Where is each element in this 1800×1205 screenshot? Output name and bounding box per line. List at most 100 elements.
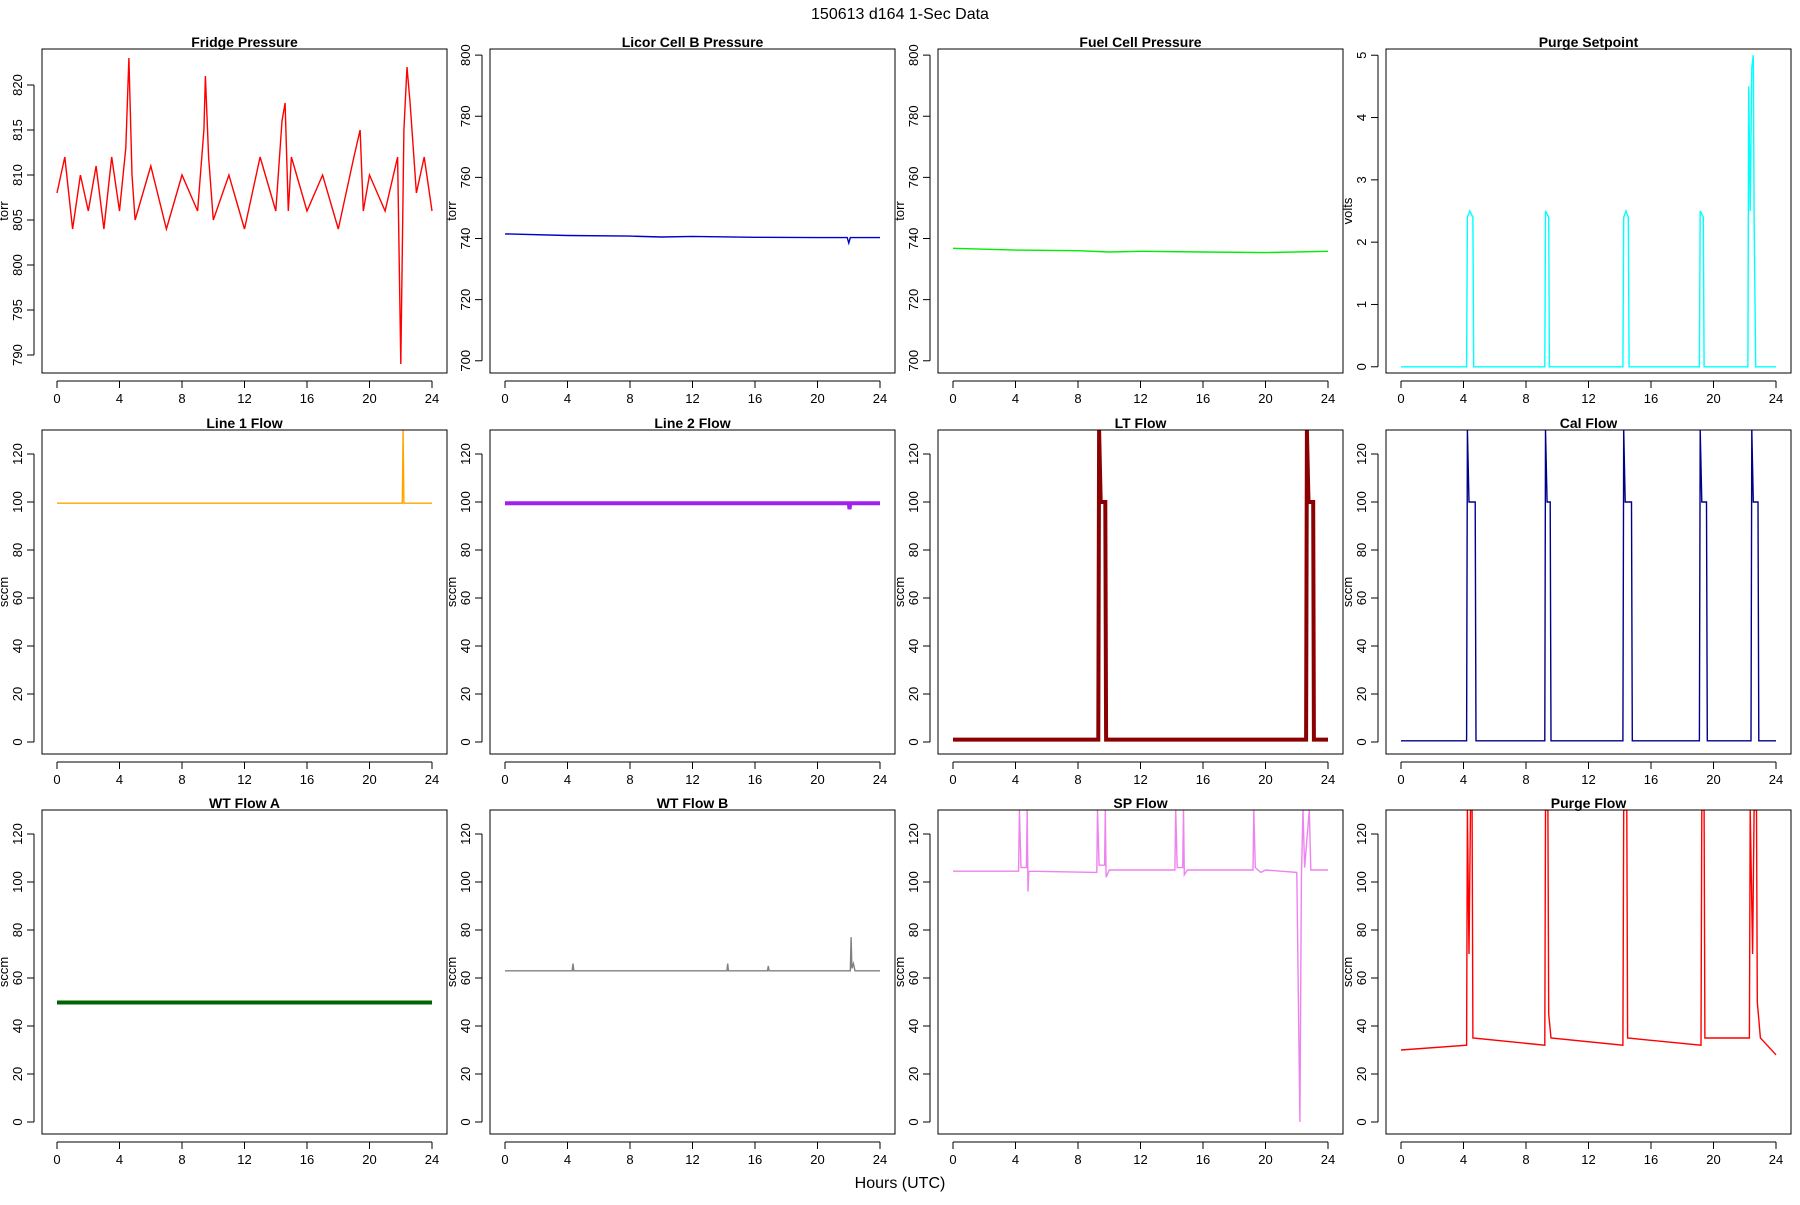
panel-9-y-axis-label: sccm [0,957,11,987]
panel-12-y-tick-label: 20 [1354,1067,1369,1081]
panel-9-title: WT Flow A [209,795,280,811]
panel-6-series-line [505,501,880,510]
panel-3-x-tick-label: 0 [949,391,956,406]
panel-8-y-tick-label: 0 [1354,738,1369,745]
panel-3-y-tick-label: 800 [906,44,921,66]
panel-5-y-tick-label: 60 [10,591,25,605]
panel-11-y-tick-label: 40 [906,1019,921,1033]
panel-6: Line 2 Flow 0 4 8 12 16 20 24 0 20 40 60 80 100 120 scc… [444,415,896,787]
panel-12-x-tick-label: 4 [1460,1152,1467,1167]
panel-12-x-tick-label: 16 [1644,1152,1658,1167]
panel-5-y-tick-label: 100 [10,491,25,513]
panel-8-y-tick-label: 120 [1354,443,1369,465]
panel-8-x-tick-label: 20 [1706,772,1720,787]
panel-12-x-tick-label: 24 [1769,1152,1783,1167]
panel-4-y-tick-label: 0 [1354,363,1369,370]
panel-9-x-tick-label: 0 [53,1152,60,1167]
panel-12: Purge Flow 0 4 8 12 16 20 24 0 20 40 60 80 100 120 sccm [1340,795,1792,1167]
panel-7-y-tick-label: 0 [906,738,921,745]
panel-4-x-tick-label: 16 [1644,391,1658,406]
panel-10-y-tick-label: 100 [458,871,473,893]
panel-4-x-tick-label: 4 [1460,391,1467,406]
panel-3-title: Fuel Cell Pressure [1079,34,1201,50]
panel-10-x-tick-label: 12 [685,1152,699,1167]
panel-1-y-tick-label: 805 [10,209,25,231]
panel-8-series-line [1401,430,1776,742]
panel-5-y-tick-label: 0 [10,738,25,745]
panel-11-x-tick-label: 0 [949,1152,956,1167]
panel-5: Line 1 Flow 0 4 8 12 16 20 24 0 20 40 60 80 100 120 scc… [0,415,448,787]
panel-1-x-tick-label: 4 [116,391,123,406]
panel-8-x-tick-label: 4 [1460,772,1467,787]
panel-10-y-tick-label: 0 [458,1118,473,1125]
panel-10-frame [489,809,896,1135]
panel-10-x-tick-label: 16 [748,1152,762,1167]
panel-2-y-tick-label: 760 [458,167,473,189]
panel-11-title: SP Flow [1113,795,1167,811]
panel-5-x-tick-label: 16 [300,772,314,787]
panel-4-y-tick-label: 2 [1354,239,1369,246]
panel-4-y-tick-label: 5 [1354,52,1369,59]
panel-3-y-axis-label: torr [892,201,907,221]
panel-8: Cal Flow 0 4 8 12 16 20 24 0 20 40 60 80 100 120 sccm [1340,415,1792,787]
panel-2-title: Licor Cell B Pressure [622,34,764,50]
panel-3-y-tick-label: 720 [906,289,921,311]
panel-12-series-line [1400,810,1777,1056]
panel-3-x-tick-label: 8 [1074,391,1081,406]
panel-4-series-line [1401,55,1776,368]
panel-6-y-tick-label: 120 [458,443,473,465]
panel-3-frame [937,48,1344,374]
panel-11: SP Flow 0 4 8 12 16 20 24 0 20 40 60 80 100 120 sccm [892,795,1344,1167]
panel-1-x-tick-label: 16 [300,391,314,406]
figure-title: 150613 d164 1-Sec Data [811,6,989,23]
panel-11-y-tick-label: 0 [906,1118,921,1125]
panel-6-y-tick-label: 0 [458,738,473,745]
panel-11-frame [937,809,1344,1135]
panel-1-y-tick-label: 820 [10,74,25,96]
panel-1-y-tick-label: 800 [10,254,25,276]
panel-3-x-tick-label: 4 [1012,391,1019,406]
panel-9-y-tick-label: 40 [10,1019,25,1033]
panel-3-x-tick-label: 16 [1196,391,1210,406]
panel-5-x-tick-label: 20 [362,772,376,787]
panel-11-series-line [953,810,1328,1123]
panel-12-y-axis-label: sccm [1340,957,1355,987]
panel-6-y-tick-label: 20 [458,687,473,701]
panel-1-y-tick-label: 815 [10,119,25,141]
panel-7-y-tick-label: 60 [906,591,921,605]
panel-8-y-tick-label: 60 [1354,591,1369,605]
panel-7-y-tick-label: 120 [906,443,921,465]
panel-6-x-tick-label: 24 [873,772,887,787]
panel-7-y-tick-label: 20 [906,687,921,701]
panel-11-x-tick-label: 24 [1321,1152,1335,1167]
panel-8-y-tick-label: 100 [1354,491,1369,513]
panel-4-x-tick-label: 8 [1522,391,1529,406]
panel-7-y-tick-label: 40 [906,639,921,653]
panel-12-y-tick-label: 120 [1354,823,1369,845]
panel-1-x-tick-label: 12 [237,391,251,406]
panel-9-x-tick-label: 16 [300,1152,314,1167]
panel-12-x-tick-label: 20 [1706,1152,1720,1167]
panel-5-x-tick-label: 0 [53,772,60,787]
panel-6-y-tick-label: 100 [458,491,473,513]
panel-9-x-tick-label: 4 [116,1152,123,1167]
panel-12-frame [1385,809,1792,1135]
panel-3-x-tick-label: 12 [1133,391,1147,406]
panel-2-y-tick-label: 700 [458,350,473,372]
panel-11-y-tick-label: 20 [906,1067,921,1081]
panel-9-x-tick-label: 20 [362,1152,376,1167]
panel-4-y-tick-label: 3 [1354,176,1369,183]
panel-5-y-tick-label: 80 [10,543,25,557]
panel-5-x-tick-label: 12 [237,772,251,787]
panel-6-x-tick-label: 12 [685,772,699,787]
panel-5-series-line [57,430,432,504]
panel-12-x-tick-label: 0 [1397,1152,1404,1167]
panel-4-y-axis-label: volts [1340,197,1355,224]
panel-2-y-tick-label: 740 [458,228,473,250]
panel-7-y-axis-label: sccm [892,577,907,607]
panel-9-frame [41,809,448,1135]
panel-7-x-tick-label: 20 [1258,772,1272,787]
panel-5-frame [41,429,448,755]
panel-10-x-tick-label: 8 [626,1152,633,1167]
